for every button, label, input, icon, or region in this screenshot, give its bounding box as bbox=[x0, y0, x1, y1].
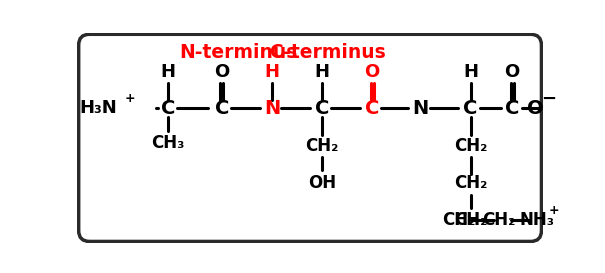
Text: C: C bbox=[315, 99, 329, 118]
Text: −: − bbox=[541, 90, 557, 108]
Text: CH₂: CH₂ bbox=[442, 211, 476, 229]
Text: OH: OH bbox=[308, 174, 336, 192]
Text: C: C bbox=[215, 99, 229, 118]
Text: CH₂: CH₂ bbox=[454, 174, 487, 192]
Text: C: C bbox=[463, 99, 478, 118]
Text: H: H bbox=[315, 63, 330, 81]
Text: N: N bbox=[264, 99, 280, 118]
Text: C-terminus: C-terminus bbox=[269, 43, 386, 61]
Text: H: H bbox=[160, 63, 175, 81]
Text: +: + bbox=[549, 204, 559, 217]
Text: C: C bbox=[505, 99, 519, 118]
Text: O: O bbox=[364, 63, 380, 81]
Text: N: N bbox=[413, 99, 429, 118]
Text: CH₂: CH₂ bbox=[454, 137, 487, 155]
Text: C: C bbox=[365, 99, 379, 118]
Text: H: H bbox=[264, 63, 280, 81]
Text: CH₂: CH₂ bbox=[482, 211, 516, 229]
Text: O: O bbox=[527, 99, 544, 118]
Text: NH₃: NH₃ bbox=[519, 211, 554, 229]
Text: CH₂: CH₂ bbox=[454, 211, 487, 229]
Text: C: C bbox=[161, 99, 175, 118]
Text: N-terminus: N-terminus bbox=[180, 43, 298, 61]
Text: O: O bbox=[505, 63, 520, 81]
Text: H₃N: H₃N bbox=[79, 99, 117, 117]
Text: CH₃: CH₃ bbox=[151, 134, 185, 152]
Text: CH₂: CH₂ bbox=[306, 137, 339, 155]
Text: +: + bbox=[125, 93, 136, 105]
Text: H: H bbox=[463, 63, 478, 81]
FancyBboxPatch shape bbox=[79, 34, 541, 241]
Text: O: O bbox=[214, 63, 229, 81]
